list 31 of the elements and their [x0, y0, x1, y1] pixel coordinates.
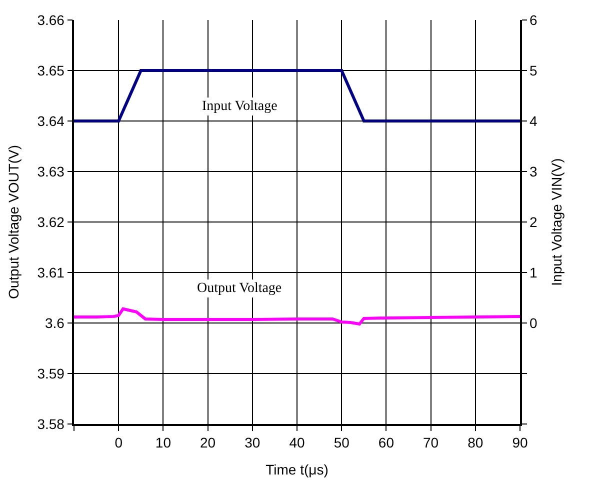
- y-tick-label: 3.61: [37, 264, 65, 280]
- x-tick-label: 40: [289, 434, 305, 451]
- annotation: Input Voltage: [202, 99, 278, 114]
- y-tick-label: 3.62: [37, 214, 65, 230]
- annotation: Output Voltage: [197, 281, 282, 296]
- y2-tick-label: 5: [530, 62, 538, 78]
- y2-tick-label: 1: [530, 264, 538, 280]
- y-axis-title: Output Voltage VOUT(V): [5, 144, 22, 300]
- x-tick-label: 30: [244, 434, 260, 451]
- x-axis-title: Time t(μs): [266, 461, 328, 478]
- x-tick-label: 10: [155, 434, 172, 451]
- y-tick-label: 3.59: [37, 365, 65, 382]
- x-tick-label: 80: [468, 434, 484, 451]
- y2-axis-title: Input Voltage VIN(V): [548, 158, 564, 286]
- x-tick-label: 20: [200, 434, 216, 451]
- y2-tick-label: 3: [530, 163, 538, 180]
- x-tick-label: 60: [378, 434, 394, 451]
- y-tick-label: 3.66: [37, 12, 65, 28]
- x-tick-label: 90: [512, 434, 528, 451]
- x-tick-label: 50: [334, 434, 350, 451]
- y2-tick-label: 6: [530, 12, 538, 28]
- y2-tick-label: 2: [530, 214, 538, 230]
- x-tick-label: 70: [423, 434, 439, 451]
- y-tick-label: 3.6: [44, 314, 65, 331]
- y-tick-label: 3.64: [37, 112, 65, 129]
- y2-tick-label: 4: [530, 112, 538, 129]
- y-tick-label: 3.65: [37, 62, 65, 78]
- y-tick-label: 3.63: [37, 163, 65, 180]
- y-tick-label: 3.58: [37, 416, 65, 432]
- x-tick-label: 0: [114, 434, 123, 451]
- y2-tick-label: 0: [530, 314, 538, 331]
